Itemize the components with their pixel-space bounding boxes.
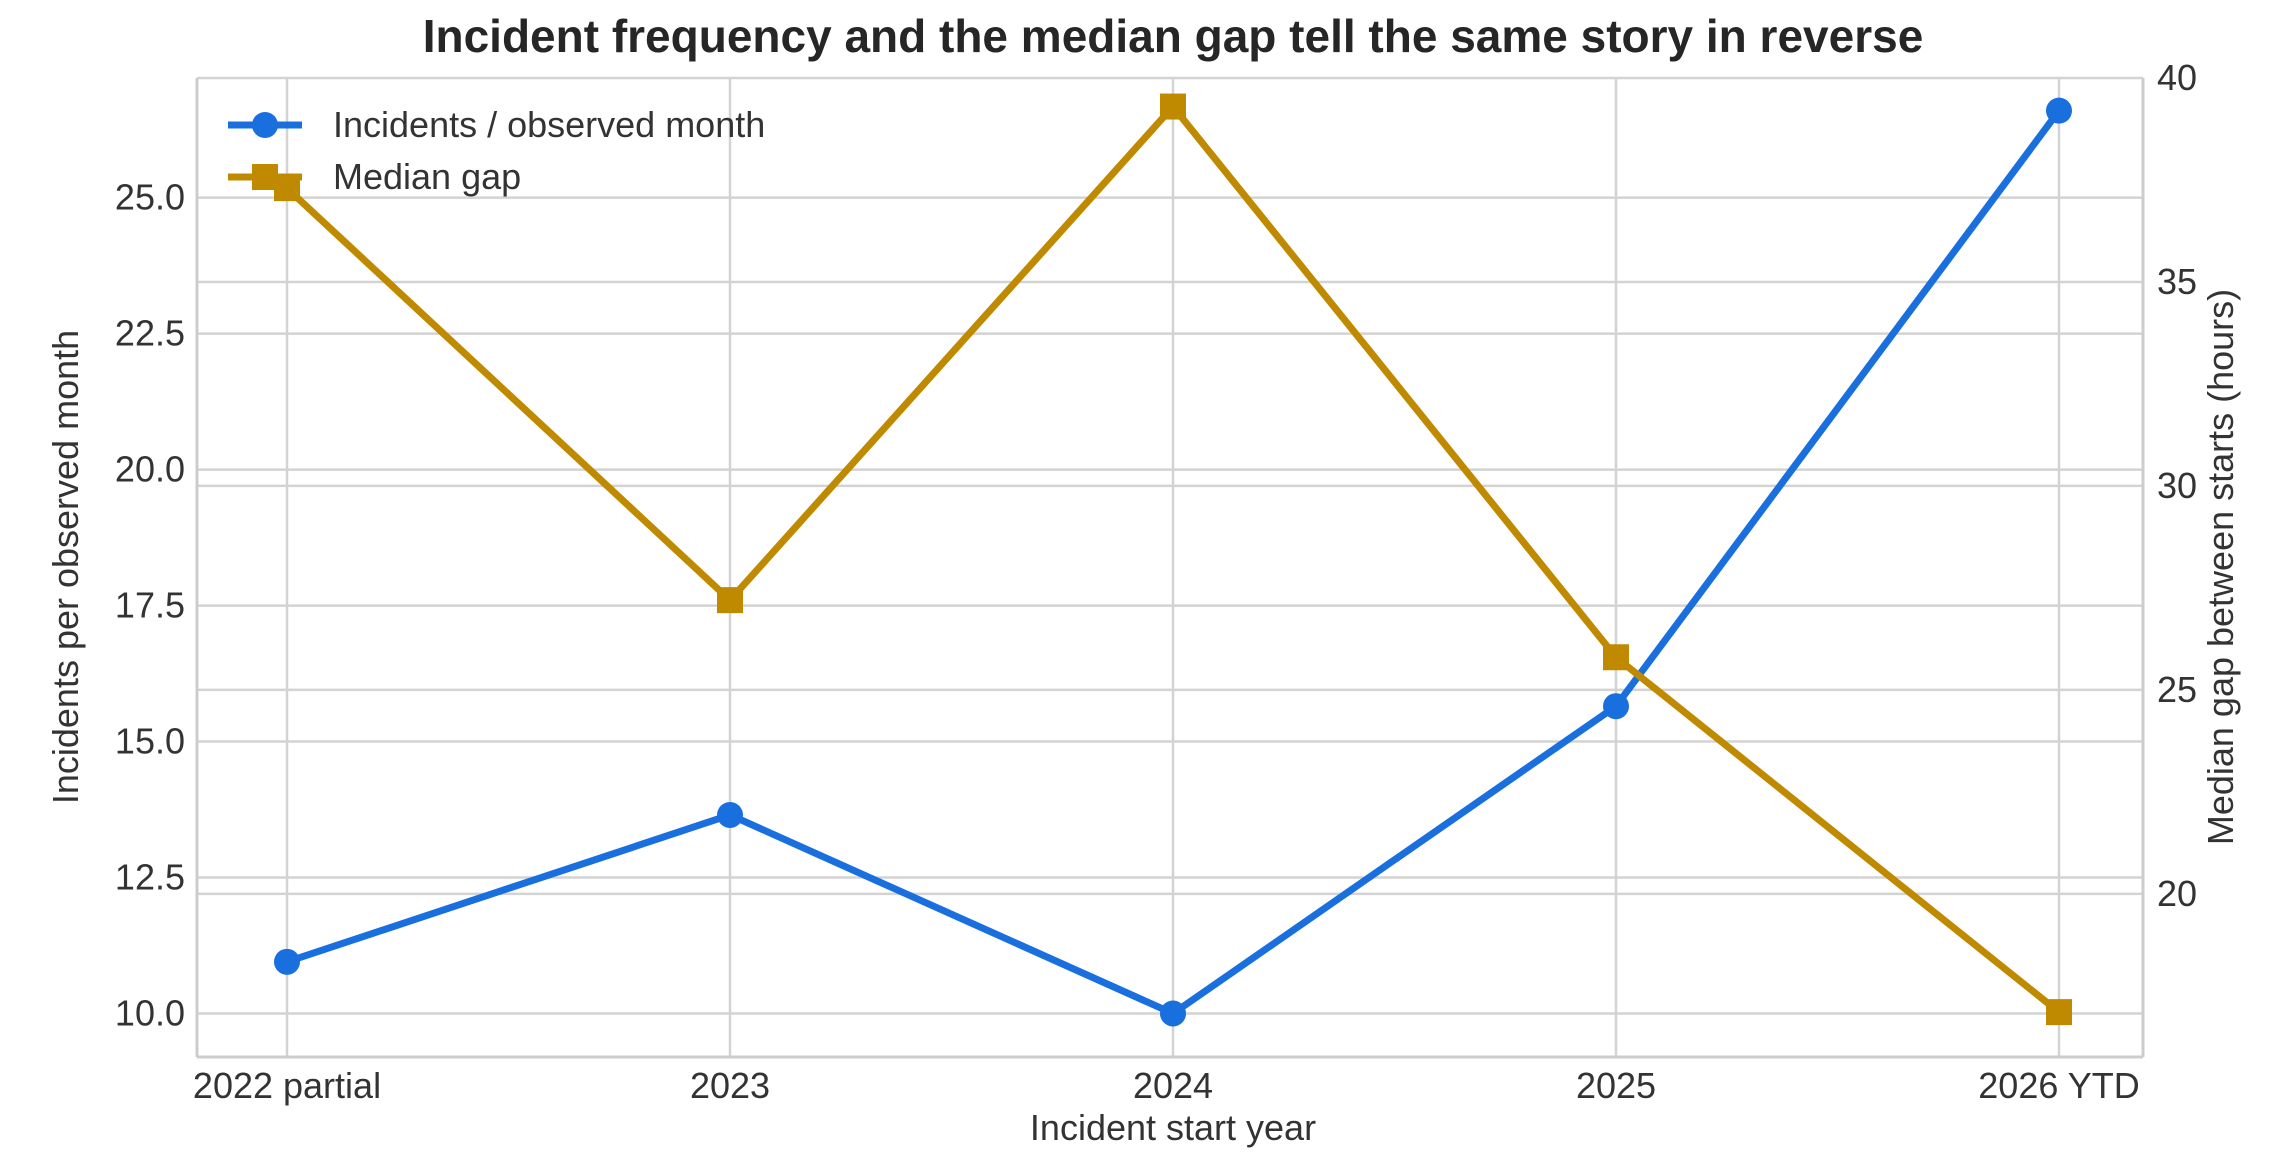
legend-marker	[252, 112, 278, 138]
series-0-point	[2046, 97, 2072, 124]
x-axis-label: Incident start year	[1030, 1107, 1316, 1148]
y-left-tick-label: 22.5	[115, 313, 185, 354]
y-right-tick-label: 35	[2157, 261, 2197, 302]
x-tick-label: 2023	[690, 1065, 770, 1106]
x-tick-label: 2022 partial	[193, 1065, 381, 1106]
y-left-tick-label: 12.5	[115, 857, 185, 898]
y-right-tick-label: 25	[2157, 669, 2197, 710]
x-tick-label: 2026 YTD	[1978, 1065, 2139, 1106]
legend-marker	[252, 164, 278, 190]
series-0-point	[717, 801, 743, 828]
y-left-tick-label: 20.0	[115, 449, 185, 490]
y-left-tick-label: 17.5	[115, 585, 185, 626]
legend-label: Median gap	[333, 156, 521, 197]
y-axis-right-label: Median gap between starts (hours)	[2200, 289, 2241, 845]
x-tick-label: 2024	[1133, 1065, 1213, 1106]
series-1-point	[1160, 93, 1186, 120]
y-left-tick-label: 10.0	[115, 992, 185, 1033]
series-1-point	[717, 587, 743, 614]
legend-label: Incidents / observed month	[333, 104, 765, 145]
y-left-tick-label: 25.0	[115, 177, 185, 218]
series-1-point	[2046, 999, 2072, 1026]
y-left-tick-label: 15.0	[115, 721, 185, 762]
series-0-point	[274, 948, 300, 975]
series-0-point	[1603, 693, 1629, 720]
x-tick-label: 2025	[1576, 1065, 1656, 1106]
y-right-tick-label: 30	[2157, 465, 2197, 506]
axes-layer: 10.012.515.017.520.022.525.0202530354020…	[115, 57, 2197, 1106]
y-right-tick-label: 40	[2157, 57, 2197, 98]
legend: Incidents / observed month Median gap	[228, 104, 765, 197]
chart-title: Incident frequency and the median gap te…	[423, 10, 1924, 62]
series-1-point	[1603, 644, 1629, 671]
y-axis-left-label: Incidents per observed month	[45, 330, 86, 804]
series-0-point	[1160, 1000, 1186, 1027]
series-layer	[274, 93, 2072, 1027]
y-right-tick-label: 20	[2157, 873, 2197, 914]
grid-layer	[197, 76, 2143, 1057]
